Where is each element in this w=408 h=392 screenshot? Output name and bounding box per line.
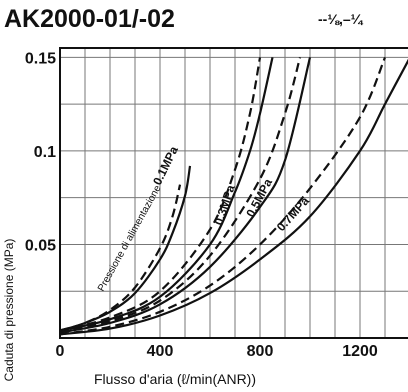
series-line-0-1mpa-dashed — [59, 184, 182, 332]
grid — [60, 48, 408, 338]
x-tick-label: 400 — [147, 343, 174, 360]
series-line-0-3mpa-dashed — [59, 57, 262, 332]
curve-label-0-7mpa: 0.7MPa — [274, 194, 312, 234]
x-tick-label: 1200 — [342, 343, 378, 360]
series-line-0-5mpa-dashed — [59, 57, 302, 334]
curves — [59, 56, 408, 336]
plot-frame — [59, 47, 408, 339]
series-line-0-3mpa-solid — [59, 57, 274, 332]
series-line-0-7mpa-dashed — [59, 56, 387, 336]
x-tick-label: 800 — [247, 343, 274, 360]
legend-text: --⅛,–¼ — [318, 11, 364, 27]
supply-pressure-annotation: Pressione di alimentazione — [96, 183, 164, 293]
y-tick-label: 0.05 — [25, 237, 56, 254]
series-line-0-5mpa-solid — [59, 57, 312, 334]
curve-label-0-1mpa: 0.1MPa — [150, 144, 181, 188]
ticks: 0 400 800 1200 0.05 0.1 0.15 — [25, 50, 378, 360]
y-tick-label: 0.1 — [34, 144, 56, 161]
x-tick-label: 0 — [56, 343, 65, 360]
series-line-0-7mpa-solid — [59, 58, 408, 336]
curve-labels: 0.1MPa 0.3MPa 0.5MPa 0.7MPa — [150, 144, 312, 234]
curve-label-0-3mpa: 0.3MPa — [212, 183, 238, 227]
chart-title: AK2000-01/-02 — [4, 5, 175, 33]
y-tick-label: 0.15 — [25, 50, 56, 67]
x-axis-label: Flusso d'aria (ℓ/min(ANR)) — [94, 371, 256, 387]
y-axis-label: Caduta di pressione (MPa) — [2, 239, 16, 382]
